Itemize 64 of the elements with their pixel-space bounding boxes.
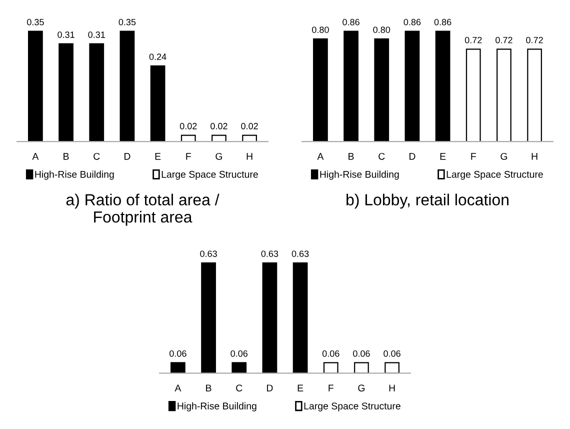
x-tick-label: E xyxy=(298,384,304,392)
x-tick-label: G xyxy=(500,152,508,160)
data-label: 0.35 xyxy=(118,18,136,26)
x-tick-label: D xyxy=(266,384,273,392)
bar xyxy=(28,30,43,142)
data-label: 0.06 xyxy=(384,350,400,357)
data-label: 0.80 xyxy=(312,26,329,33)
x-tick-label: A xyxy=(32,153,39,160)
data-label: 0.31 xyxy=(58,32,74,38)
data-label: 0.80 xyxy=(373,26,390,33)
data-label: 0.06 xyxy=(322,350,340,357)
data-label: 0.86 xyxy=(434,18,452,26)
x-tick-label: B xyxy=(206,384,212,392)
data-label: 0.86 xyxy=(404,18,421,26)
bar xyxy=(150,65,166,142)
x-tick-label: C xyxy=(378,152,385,160)
bar xyxy=(89,43,104,142)
x-tick-label: D xyxy=(124,153,130,160)
x-tick-label: F xyxy=(186,153,191,160)
data-label: 0.02 xyxy=(210,122,228,130)
data-label: 0.02 xyxy=(180,122,197,130)
x-tick-label: H xyxy=(532,153,538,160)
x-tick-label: G xyxy=(358,384,365,392)
x-tick-label: C xyxy=(94,152,100,160)
data-label: 0.72 xyxy=(526,36,543,44)
legend-label: Large Space Structure xyxy=(446,170,543,180)
data-label: 0.06 xyxy=(230,350,248,357)
legend-label: Large Space Structure xyxy=(304,402,400,412)
x-tick-label: B xyxy=(64,153,69,160)
data-label: 0.02 xyxy=(241,122,258,130)
data-label: 0.63 xyxy=(261,250,278,257)
data-label: 0.31 xyxy=(88,32,105,38)
data-label: 0.86 xyxy=(342,18,360,26)
x-tick-label: B xyxy=(348,153,354,160)
legend-label: High-Rise Building xyxy=(35,170,114,180)
data-label: 0.63 xyxy=(200,250,217,257)
data-label: 0.72 xyxy=(464,36,482,44)
x-tick-label: F xyxy=(471,153,476,160)
bar xyxy=(58,43,74,142)
x-tick-label: C xyxy=(236,384,242,392)
data-label: 0.35 xyxy=(27,18,44,26)
data-label: 0.06 xyxy=(170,350,186,357)
bar xyxy=(180,134,196,142)
text: a) Ratio of total area / Footprint area xyxy=(66,194,220,226)
x-tick-label: A xyxy=(174,384,182,392)
legend-label: High-Rise Building xyxy=(320,170,399,180)
x-tick-label: G xyxy=(216,152,222,160)
x-tick-label: E xyxy=(155,153,161,160)
bar xyxy=(242,134,257,142)
data-label: 0.63 xyxy=(292,250,309,257)
x-tick-label: D xyxy=(409,153,416,160)
data-label: 0.24 xyxy=(149,54,166,60)
bar xyxy=(120,30,135,142)
text: b) Lobby, retail location xyxy=(346,194,508,209)
legend-label: High-Rise Building xyxy=(178,402,256,412)
x-tick-label: E xyxy=(440,153,446,160)
data-label: 0.06 xyxy=(353,350,370,357)
legend-label: Large Space Structure xyxy=(162,170,258,180)
x-tick-label: F xyxy=(328,384,334,392)
x-tick-label: H xyxy=(389,384,395,392)
x-tick-label: A xyxy=(317,153,324,160)
bar xyxy=(212,134,226,142)
x-tick-label: H xyxy=(246,153,252,160)
data-label: 0.72 xyxy=(496,36,512,44)
